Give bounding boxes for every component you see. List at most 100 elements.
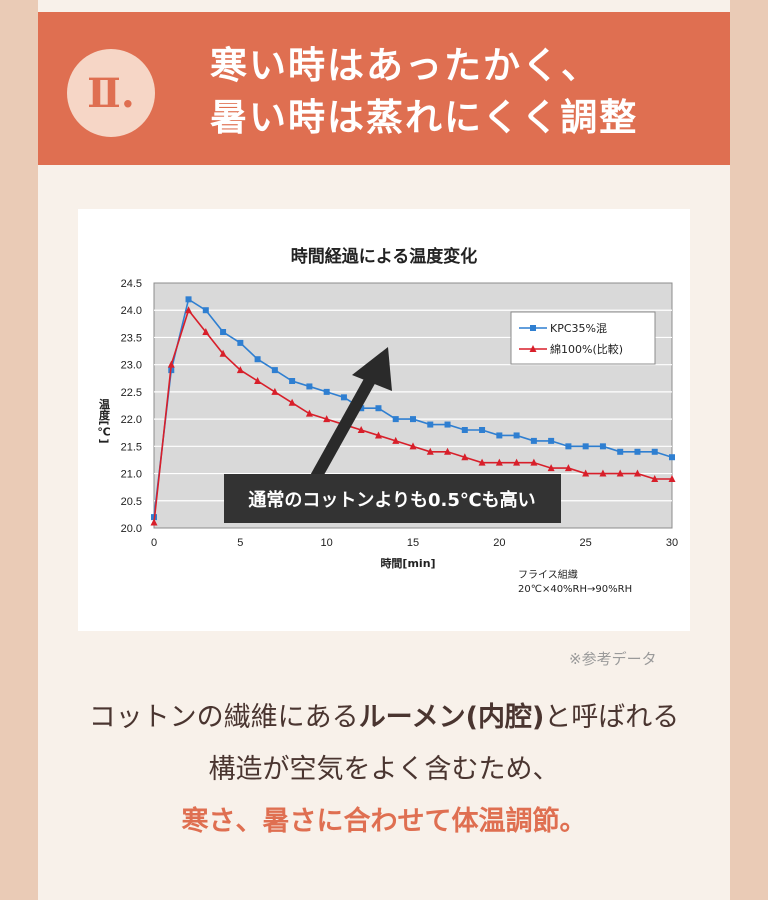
data-point [599, 443, 606, 450]
data-point [271, 387, 279, 395]
description-highlight: 寒さ、暑さに合わせて体温調節。 [181, 806, 587, 837]
data-point [410, 416, 416, 423]
section-title-line1: 寒い時はあったかく、 [210, 44, 600, 87]
annotation-box [224, 474, 561, 523]
data-point [375, 405, 382, 412]
data-point [167, 360, 175, 368]
legend-label: 綿100%(比較) [550, 342, 623, 356]
content-card: Ⅱ. 寒い時はあったかく、 暑い時は蒸れにくく調整 20.0 20.5 21.0 21… [38, 0, 730, 900]
reference-note: ※参考データ [569, 650, 657, 668]
y-tick-label: 21.0 [121, 469, 142, 481]
temperature-chart: 20.0 20.5 21.0 21.5 22.0 22.5 23.0 23.5 24.0 24.5… [97, 246, 678, 595]
x-tick-label: 10 [321, 537, 333, 549]
data-point [254, 356, 261, 363]
x-tick-label: 0 [151, 537, 157, 549]
x-tick-label: 30 [666, 537, 678, 549]
data-point [392, 416, 399, 423]
data-point [633, 469, 641, 477]
legend-marker [530, 325, 536, 331]
y-tick-label: 24.5 [121, 278, 142, 290]
x-tick-label: 25 [580, 537, 592, 549]
data-point [496, 432, 503, 439]
description-line2: 構造が空気をよく含むため、 [208, 754, 560, 785]
data-point [271, 367, 278, 374]
data-point [479, 427, 486, 433]
data-point [236, 366, 244, 374]
y-tick-label: 24.0 [121, 305, 142, 317]
data-point [185, 306, 193, 314]
data-point [185, 296, 192, 303]
data-point [668, 475, 676, 482]
x-tick-label: 15 [407, 537, 419, 549]
data-point [426, 447, 434, 455]
fabric-note: フライス組織 [518, 568, 578, 581]
description-line1: コットンの繊維にあるルーメン(内腔)と呼ばれる [38, 692, 730, 744]
data-point [599, 469, 607, 477]
annotation-arrow-shaft [310, 370, 380, 480]
x-tick-label: 20 [493, 537, 505, 549]
section-header: Ⅱ. 寒い時はあったかく、 暑い時は蒸れにくく調整 [38, 12, 730, 165]
data-point [530, 458, 538, 466]
section-title-line2: 暑い時は蒸れにくく調整 [210, 96, 639, 139]
chart-title: 時間経過による温度変化 [291, 246, 478, 267]
legend-marker [529, 345, 537, 352]
data-point [323, 388, 330, 395]
data-point [202, 307, 209, 314]
data-point [513, 432, 520, 439]
data-point [392, 436, 400, 444]
data-point [651, 475, 659, 482]
data-point [254, 377, 262, 384]
description-text: コットンの繊維にある [88, 702, 359, 733]
data-point [565, 443, 572, 450]
description: コットンの繊維にあるルーメン(内腔)と呼ばれる 構造が空気をよく含むため、 寒さ… [38, 692, 730, 848]
data-point [237, 339, 244, 346]
data-point [634, 448, 641, 455]
data-point [220, 329, 227, 335]
data-point [305, 409, 313, 417]
data-point [548, 437, 555, 444]
chart-panel: 20.0 20.5 21.0 21.5 22.0 22.5 23.0 23.5 24.0 24.5… [78, 209, 690, 631]
data-point [616, 469, 624, 477]
section-title: 寒い時はあったかく、 暑い時は蒸れにくく調整 [210, 40, 638, 144]
annotation-text: 通常のコットンよりも0.5℃も高い [248, 489, 535, 511]
data-point [444, 447, 452, 455]
y-tick-label: 23.0 [121, 360, 142, 372]
data-point [150, 518, 158, 526]
y-tick-label: 22.0 [121, 414, 142, 426]
condition-note: 20℃×40%RH→90%RH [518, 584, 632, 595]
y-axis-label: 温度[℃] [97, 397, 110, 443]
legend-label: KPC35%混 [550, 322, 607, 335]
section-number-badge: Ⅱ. [67, 49, 155, 137]
data-point [427, 421, 434, 428]
data-point [374, 431, 382, 439]
data-point [202, 328, 210, 335]
annotation-arrow-head [352, 347, 392, 391]
data-point [340, 394, 347, 401]
data-point [651, 448, 658, 455]
data-point [495, 458, 503, 466]
data-point [289, 378, 296, 384]
data-point [461, 427, 468, 433]
data-point [306, 383, 313, 390]
data-point [219, 349, 227, 357]
y-tick-label: 20.0 [121, 523, 142, 535]
data-point [564, 464, 572, 472]
y-tick-label: 20.5 [121, 496, 142, 508]
lumen-term: ルーメン(内腔) [358, 702, 545, 733]
data-point [461, 453, 469, 461]
x-tick-label: 5 [237, 537, 243, 549]
data-point [444, 421, 451, 428]
y-tick-label: 22.5 [121, 387, 142, 399]
description-text: と呼ばれる [544, 702, 680, 733]
legend-box [510, 311, 656, 365]
data-point [409, 442, 417, 450]
data-point [513, 458, 521, 466]
y-tick-label: 21.5 [121, 441, 142, 453]
data-point [323, 415, 331, 423]
data-point [530, 437, 537, 444]
data-point [357, 426, 365, 433]
data-point [288, 398, 296, 406]
data-point [547, 464, 555, 472]
y-tick-label: 23.5 [121, 332, 142, 344]
data-point [617, 448, 624, 455]
